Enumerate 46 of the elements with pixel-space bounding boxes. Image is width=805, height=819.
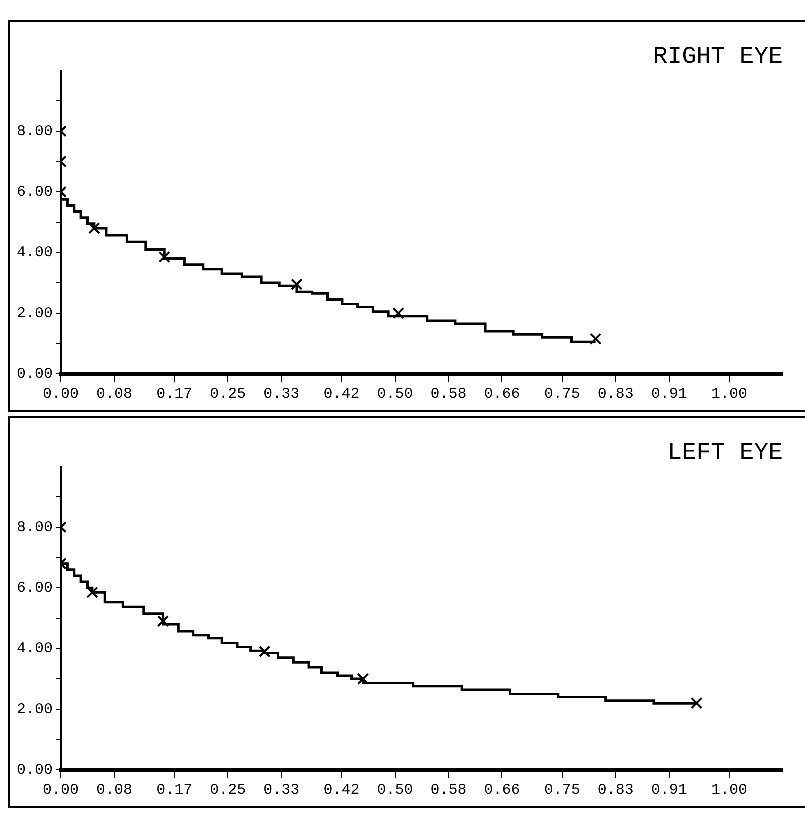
- x-tick-label: 0.42: [324, 782, 360, 799]
- y-tick-label: 6.00: [16, 184, 54, 202]
- x-tick-label: 0.17: [156, 782, 193, 799]
- x-tick-label: 0.33: [264, 782, 300, 799]
- x-tick-label: 0.83: [598, 782, 634, 799]
- x-tick-label: 0.42: [324, 386, 360, 403]
- x-tick-label: 0.91: [651, 782, 688, 799]
- point: [690, 697, 703, 710]
- point: [357, 673, 370, 685]
- x-tick-label: 0.83: [598, 386, 634, 403]
- point: [392, 307, 405, 320]
- point: [590, 333, 602, 346]
- x-tick-label: 0.66: [484, 386, 520, 403]
- point: [258, 646, 271, 658]
- y-tick-label: 8.00: [16, 519, 54, 536]
- x-tick-label: 0.00: [43, 386, 80, 403]
- point: [157, 615, 170, 628]
- x-tick-label: 0.50: [377, 782, 414, 799]
- x-tick-label: 0.25: [210, 386, 246, 403]
- x-tick-label: 0.08: [96, 386, 132, 403]
- x-tick-label: 0.91: [651, 386, 688, 403]
- point: [291, 278, 303, 291]
- x-tick-label: 0.00: [43, 782, 80, 799]
- y-tick-label: 4.00: [16, 244, 54, 262]
- y-tick-label: 0.00: [16, 762, 54, 779]
- x-tick-label: 0.75: [544, 782, 580, 799]
- chart-title: RIGHT EYE: [653, 44, 783, 71]
- x-tick-label: 0.25: [210, 782, 246, 799]
- y-tick-label: 6.00: [16, 580, 54, 598]
- x-tick-label: 1.00: [712, 386, 748, 403]
- x-tick-label: 0.66: [484, 782, 520, 799]
- point: [86, 586, 98, 599]
- x-tick-label: 0.58: [430, 782, 467, 799]
- y-tick-label: 8.00: [16, 123, 54, 140]
- x-tick-label: 1.00: [712, 782, 748, 799]
- x-tick-label: 0.33: [264, 386, 300, 403]
- x-tick-label: 0.50: [377, 386, 414, 403]
- y-tick-label: 2.00: [16, 305, 54, 322]
- y-tick-label: 2.00: [16, 701, 54, 718]
- x-tick-label: 0.08: [96, 782, 132, 799]
- chart-title: LEFT EYE: [668, 440, 783, 467]
- x-tick-label: 0.75: [544, 386, 580, 403]
- y-tick-label: 0.00: [16, 366, 54, 383]
- x-tick-label: 0.58: [430, 386, 467, 403]
- y-tick-label: 4.00: [16, 640, 54, 658]
- x-tick-label: 0.17: [156, 386, 193, 403]
